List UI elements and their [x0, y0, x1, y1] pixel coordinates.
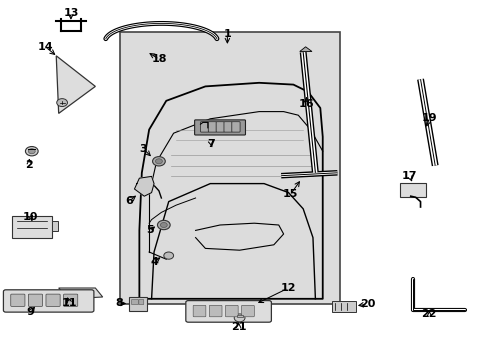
- Text: 1: 1: [223, 29, 231, 39]
- FancyBboxPatch shape: [63, 294, 78, 306]
- Polygon shape: [134, 176, 154, 196]
- Polygon shape: [299, 47, 311, 51]
- FancyBboxPatch shape: [209, 305, 222, 317]
- FancyBboxPatch shape: [128, 297, 146, 311]
- Circle shape: [160, 222, 167, 228]
- FancyBboxPatch shape: [216, 122, 224, 132]
- FancyBboxPatch shape: [231, 122, 240, 132]
- FancyBboxPatch shape: [208, 122, 216, 132]
- Text: 10: 10: [23, 212, 39, 222]
- Text: 11: 11: [62, 298, 78, 309]
- FancyBboxPatch shape: [224, 122, 232, 132]
- Text: 2: 2: [25, 160, 33, 170]
- Text: 3: 3: [139, 144, 147, 154]
- Bar: [52, 221, 58, 231]
- FancyBboxPatch shape: [11, 294, 25, 306]
- FancyBboxPatch shape: [225, 305, 238, 317]
- Circle shape: [234, 314, 244, 322]
- Text: 19: 19: [421, 113, 436, 123]
- Text: 13: 13: [63, 8, 79, 18]
- Text: 7: 7: [207, 139, 215, 149]
- Text: 8: 8: [115, 298, 122, 309]
- FancyBboxPatch shape: [399, 183, 426, 197]
- Text: 4: 4: [150, 257, 158, 267]
- Circle shape: [152, 157, 165, 166]
- Circle shape: [155, 159, 162, 164]
- Polygon shape: [59, 288, 102, 299]
- FancyBboxPatch shape: [46, 294, 60, 306]
- Bar: [120, 32, 339, 304]
- Circle shape: [25, 147, 38, 156]
- Text: 20: 20: [359, 299, 375, 309]
- Text: 21: 21: [230, 322, 246, 332]
- FancyBboxPatch shape: [139, 300, 143, 305]
- FancyBboxPatch shape: [12, 216, 52, 238]
- Circle shape: [28, 149, 35, 154]
- FancyBboxPatch shape: [185, 301, 271, 322]
- Text: 22: 22: [421, 309, 436, 319]
- Text: 6: 6: [125, 196, 133, 206]
- Text: 5: 5: [146, 225, 154, 235]
- FancyBboxPatch shape: [28, 294, 42, 306]
- Circle shape: [57, 99, 67, 107]
- FancyBboxPatch shape: [193, 305, 205, 317]
- FancyBboxPatch shape: [131, 300, 138, 305]
- Circle shape: [163, 252, 173, 259]
- FancyBboxPatch shape: [331, 301, 355, 312]
- Bar: [236, 315, 243, 317]
- Circle shape: [157, 220, 170, 230]
- Text: 12: 12: [280, 283, 296, 293]
- Text: 16: 16: [298, 99, 314, 109]
- Text: 15: 15: [282, 189, 298, 199]
- FancyBboxPatch shape: [200, 122, 208, 132]
- FancyBboxPatch shape: [241, 305, 254, 317]
- FancyBboxPatch shape: [194, 120, 245, 135]
- FancyBboxPatch shape: [3, 290, 94, 312]
- Text: 9: 9: [27, 307, 35, 317]
- Text: 17: 17: [401, 171, 417, 181]
- Text: 18: 18: [151, 54, 167, 64]
- Text: 14: 14: [38, 42, 53, 52]
- Polygon shape: [56, 56, 95, 113]
